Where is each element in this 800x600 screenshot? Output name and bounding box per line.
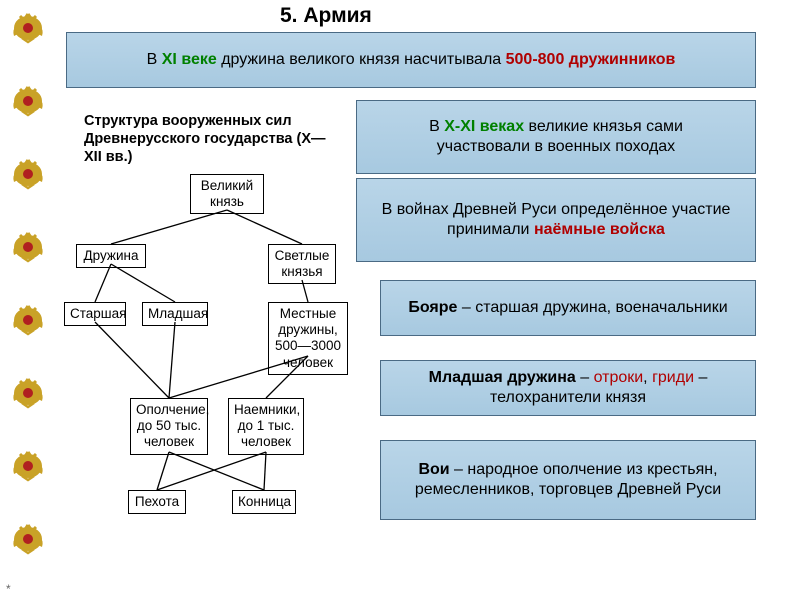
pane-text: Вои – народное ополчение из крестьян, ре… bbox=[387, 460, 749, 500]
page-title: 5. Армия bbox=[280, 4, 372, 28]
pane-4: Бояре – старшая дружина, военачальники bbox=[380, 280, 756, 336]
node-mercs: Наемники, до 1 тыс. человек bbox=[228, 398, 304, 455]
emblem-icon bbox=[10, 81, 46, 117]
footer-asterisk: * bbox=[6, 582, 11, 596]
pane-text: В XI веке дружина великого князя насчиты… bbox=[73, 50, 749, 70]
pane-6: Вои – народное ополчение из крестьян, ре… bbox=[380, 440, 756, 520]
node-grand-prince: Великий князь bbox=[190, 174, 264, 214]
pane-3: В войнах Древней Руси определённое участ… bbox=[356, 178, 756, 262]
emblem-icon bbox=[10, 154, 46, 190]
emblem-column bbox=[10, 8, 46, 555]
pane-text: В войнах Древней Руси определённое участ… bbox=[363, 200, 749, 240]
emblem-icon bbox=[10, 519, 46, 555]
pane-text: Младшая дружина – отроки, гриди – телохр… bbox=[387, 368, 749, 408]
node-infantry: Пехота bbox=[128, 490, 186, 514]
diagram-caption: Структура вооруженных сил Древнерусского… bbox=[84, 112, 334, 166]
pane-text: В X-XI веках великие князья самиучаствов… bbox=[363, 117, 749, 157]
node-druzhina: Дружина bbox=[76, 244, 146, 268]
emblem-icon bbox=[10, 300, 46, 336]
node-local: Местные дружины, 500—3000 человек bbox=[268, 302, 348, 375]
pane-1: В XI веке дружина великого князя насчиты… bbox=[66, 32, 756, 88]
emblem-icon bbox=[10, 8, 46, 44]
emblem-icon bbox=[10, 373, 46, 409]
pane-2: В X-XI веках великие князья самиучаствов… bbox=[356, 100, 756, 174]
emblem-icon bbox=[10, 227, 46, 263]
node-militia: Ополчение, до 50 тыс. человек bbox=[130, 398, 208, 455]
node-senior: Старшая bbox=[64, 302, 126, 326]
node-cavalry: Конница bbox=[232, 490, 296, 514]
pane-text: Бояре – старшая дружина, военачальники bbox=[387, 298, 749, 318]
emblem-icon bbox=[10, 446, 46, 482]
node-junior: Младшая bbox=[142, 302, 208, 326]
node-light-princes: Светлые князья bbox=[268, 244, 336, 284]
pane-5: Младшая дружина – отроки, гриди – телохр… bbox=[380, 360, 756, 416]
